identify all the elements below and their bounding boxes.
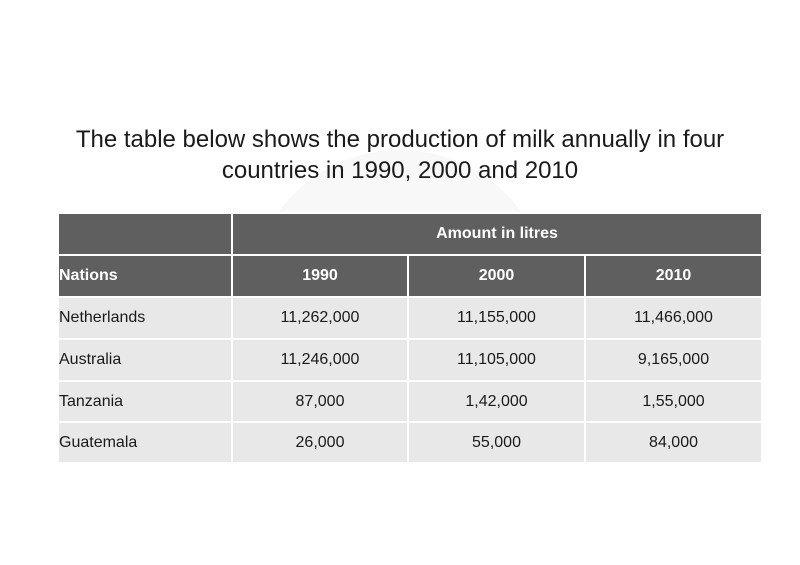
value-cell: 11,246,000 [231,338,409,382]
column-header-year: 2000 [407,254,586,298]
blank-header-cell [57,212,233,256]
table-row: Guatemala 26,000 55,000 84,000 [57,421,764,464]
column-header-year: 2010 [583,254,764,298]
column-header-nations: Nations [57,254,233,298]
value-cell: 11,105,000 [407,338,586,382]
table-row: Tanzania 87,000 1,42,000 1,55,000 [57,380,764,423]
value-cell: 1,42,000 [407,380,586,423]
value-cell: 26,000 [231,421,409,464]
value-cell: 55,000 [407,421,586,464]
value-cell: 11,466,000 [583,296,764,340]
milk-production-table: Amount in litres Nations 1990 2000 2010 … [57,212,764,464]
value-cell: 9,165,000 [583,338,764,382]
nation-cell: Tanzania [57,380,233,423]
value-cell: 11,262,000 [231,296,409,340]
group-header-row: Amount in litres [57,212,764,256]
value-cell: 84,000 [583,421,764,464]
table-title-line-2: countries in 1990, 2000 and 2010 [221,157,579,184]
table-row: Netherlands 11,262,000 11,155,000 11,466… [57,296,764,340]
group-header-amount: Amount in litres [230,212,764,256]
value-cell: 1,55,000 [583,380,764,423]
nation-cell: Guatemala [57,421,233,464]
nation-cell: Netherlands [57,296,233,340]
value-cell: 11,155,000 [407,296,586,340]
table-row: Australia 11,246,000 11,105,000 9,165,00… [57,338,764,382]
table-title-line-1: The table below shows the production of … [75,126,725,153]
table-title: The table below shows the production of … [40,124,760,186]
column-header-year: 1990 [231,254,409,298]
value-cell: 87,000 [231,380,409,423]
column-header-row: Nations 1990 2000 2010 [57,254,764,298]
nation-cell: Australia [57,338,233,382]
